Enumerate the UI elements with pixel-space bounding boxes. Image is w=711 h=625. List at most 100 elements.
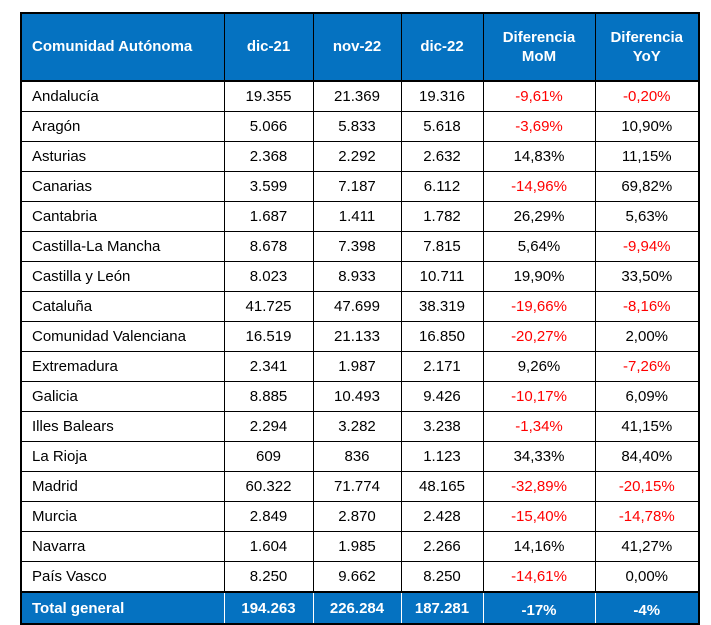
cell-dic-21: 5.066 [223,111,314,142]
cell-comunidad-autonoma: Comunidad Valenciana [20,321,225,352]
cell-diferencia-yoy: 6,09% [594,381,700,412]
cell-comunidad-autonoma: Galicia [20,381,225,412]
cell-nov-22: 9.662 [312,561,402,593]
cell-nov-22: 21.369 [312,80,402,112]
cell-diferencia-mom: 5,64% [482,231,596,262]
cell-dic-21: 8.885 [223,381,314,412]
cell-diferencia-mom: 14,16% [482,531,596,562]
total-nov-22: 226.284 [312,591,402,625]
cell-diferencia-mom: -20,27% [482,321,596,352]
cell-dic-21: 2.341 [223,351,314,382]
cell-diferencia-yoy: -8,16% [594,291,700,322]
cell-nov-22: 1.987 [312,351,402,382]
table-row: Castilla y León 8.023 8.933 10.711 19,90… [20,261,700,292]
table-row: La Rioja 609 836 1.123 34,33% 84,40% [20,441,700,472]
header-cell-diferencia-yoy: Diferencia YoY [594,12,700,82]
cell-dic-21: 1.687 [223,201,314,232]
total-diferencia-mom: -17% [482,591,596,625]
cell-diferencia-mom: -19,66% [482,291,596,322]
cell-dic-21: 609 [223,441,314,472]
cell-nov-22: 7.187 [312,171,402,202]
table-row: Cantabria 1.687 1.411 1.782 26,29% 5,63% [20,201,700,232]
cell-comunidad-autonoma: Castilla y León [20,261,225,292]
cell-dic-21: 8.678 [223,231,314,262]
cell-comunidad-autonoma: Murcia [20,501,225,532]
cell-diferencia-mom: 26,29% [482,201,596,232]
table-row: Madrid 60.322 71.774 48.165 -32,89% -20,… [20,471,700,502]
total-diferencia-yoy: -4% [594,591,700,625]
cell-diferencia-yoy: 41,27% [594,531,700,562]
cell-comunidad-autonoma: Andalucía [20,80,225,112]
header-cell-dic-21: dic-21 [223,12,314,82]
total-row: Total general 194.263 226.284 187.281 -1… [20,591,700,625]
cell-diferencia-mom: 14,83% [482,141,596,172]
cell-diferencia-mom: -14,61% [482,561,596,593]
cell-diferencia-mom: -32,89% [482,471,596,502]
cell-dic-21: 2.368 [223,141,314,172]
table-row: Asturias 2.368 2.292 2.632 14,83% 11,15% [20,141,700,172]
cell-diferencia-yoy: 84,40% [594,441,700,472]
table-row: Navarra 1.604 1.985 2.266 14,16% 41,27% [20,531,700,562]
cell-diferencia-yoy: 41,15% [594,411,700,442]
cell-diferencia-yoy: 69,82% [594,171,700,202]
cell-dic-22: 2.266 [400,531,484,562]
cell-diferencia-yoy: 5,63% [594,201,700,232]
cell-comunidad-autonoma: Extremadura [20,351,225,382]
table-row: Extremadura 2.341 1.987 2.171 9,26% -7,2… [20,351,700,382]
cell-diferencia-mom: 9,26% [482,351,596,382]
cell-nov-22: 1.985 [312,531,402,562]
cell-diferencia-mom: -1,34% [482,411,596,442]
cell-dic-22: 7.815 [400,231,484,262]
cell-diferencia-mom: 19,90% [482,261,596,292]
cell-diferencia-yoy: 10,90% [594,111,700,142]
cell-nov-22: 836 [312,441,402,472]
total-label: Total general [20,591,225,625]
cell-diferencia-yoy: -7,26% [594,351,700,382]
cell-diferencia-yoy: 0,00% [594,561,700,593]
table-row: Illes Balears 2.294 3.282 3.238 -1,34% 4… [20,411,700,442]
total-dic-21: 194.263 [223,591,314,625]
cell-comunidad-autonoma: Cantabria [20,201,225,232]
header-row: Comunidad Autónoma dic-21 nov-22 dic-22 … [20,12,700,82]
cell-dic-21: 8.250 [223,561,314,593]
cell-dic-22: 48.165 [400,471,484,502]
cell-diferencia-mom: -15,40% [482,501,596,532]
cell-dic-21: 60.322 [223,471,314,502]
cell-diferencia-yoy: 2,00% [594,321,700,352]
cell-dic-21: 3.599 [223,171,314,202]
cell-dic-22: 2.428 [400,501,484,532]
cell-nov-22: 5.833 [312,111,402,142]
cell-comunidad-autonoma: Aragón [20,111,225,142]
cell-comunidad-autonoma: Asturias [20,141,225,172]
cell-dic-22: 9.426 [400,381,484,412]
cell-nov-22: 2.292 [312,141,402,172]
cell-dic-22: 1.123 [400,441,484,472]
cell-dic-22: 3.238 [400,411,484,442]
cell-nov-22: 47.699 [312,291,402,322]
cell-nov-22: 7.398 [312,231,402,262]
cell-diferencia-mom: -10,17% [482,381,596,412]
cell-dic-21: 19.355 [223,80,314,112]
cell-diferencia-mom: 34,33% [482,441,596,472]
table-body: Andalucía 19.355 21.369 19.316 -9,61% -0… [20,80,700,593]
cell-dic-22: 16.850 [400,321,484,352]
cell-comunidad-autonoma: Illes Balears [20,411,225,442]
cell-dic-22: 19.316 [400,80,484,112]
cell-dic-22: 2.632 [400,141,484,172]
table-row: Cataluña 41.725 47.699 38.319 -19,66% -8… [20,291,700,322]
cell-dic-21: 16.519 [223,321,314,352]
cell-dic-22: 6.112 [400,171,484,202]
header-cell-diferencia-mom: Diferencia MoM [482,12,596,82]
cell-dic-22: 1.782 [400,201,484,232]
cell-dic-21: 2.849 [223,501,314,532]
cell-diferencia-yoy: -20,15% [594,471,700,502]
table-row: Galicia 8.885 10.493 9.426 -10,17% 6,09% [20,381,700,412]
cell-diferencia-yoy: -9,94% [594,231,700,262]
cell-dic-21: 2.294 [223,411,314,442]
header-cell-dic-22: dic-22 [400,12,484,82]
cell-dic-22: 8.250 [400,561,484,593]
cell-dic-22: 38.319 [400,291,484,322]
cell-comunidad-autonoma: Navarra [20,531,225,562]
table-row: Castilla-La Mancha 8.678 7.398 7.815 5,6… [20,231,700,262]
cell-nov-22: 2.870 [312,501,402,532]
